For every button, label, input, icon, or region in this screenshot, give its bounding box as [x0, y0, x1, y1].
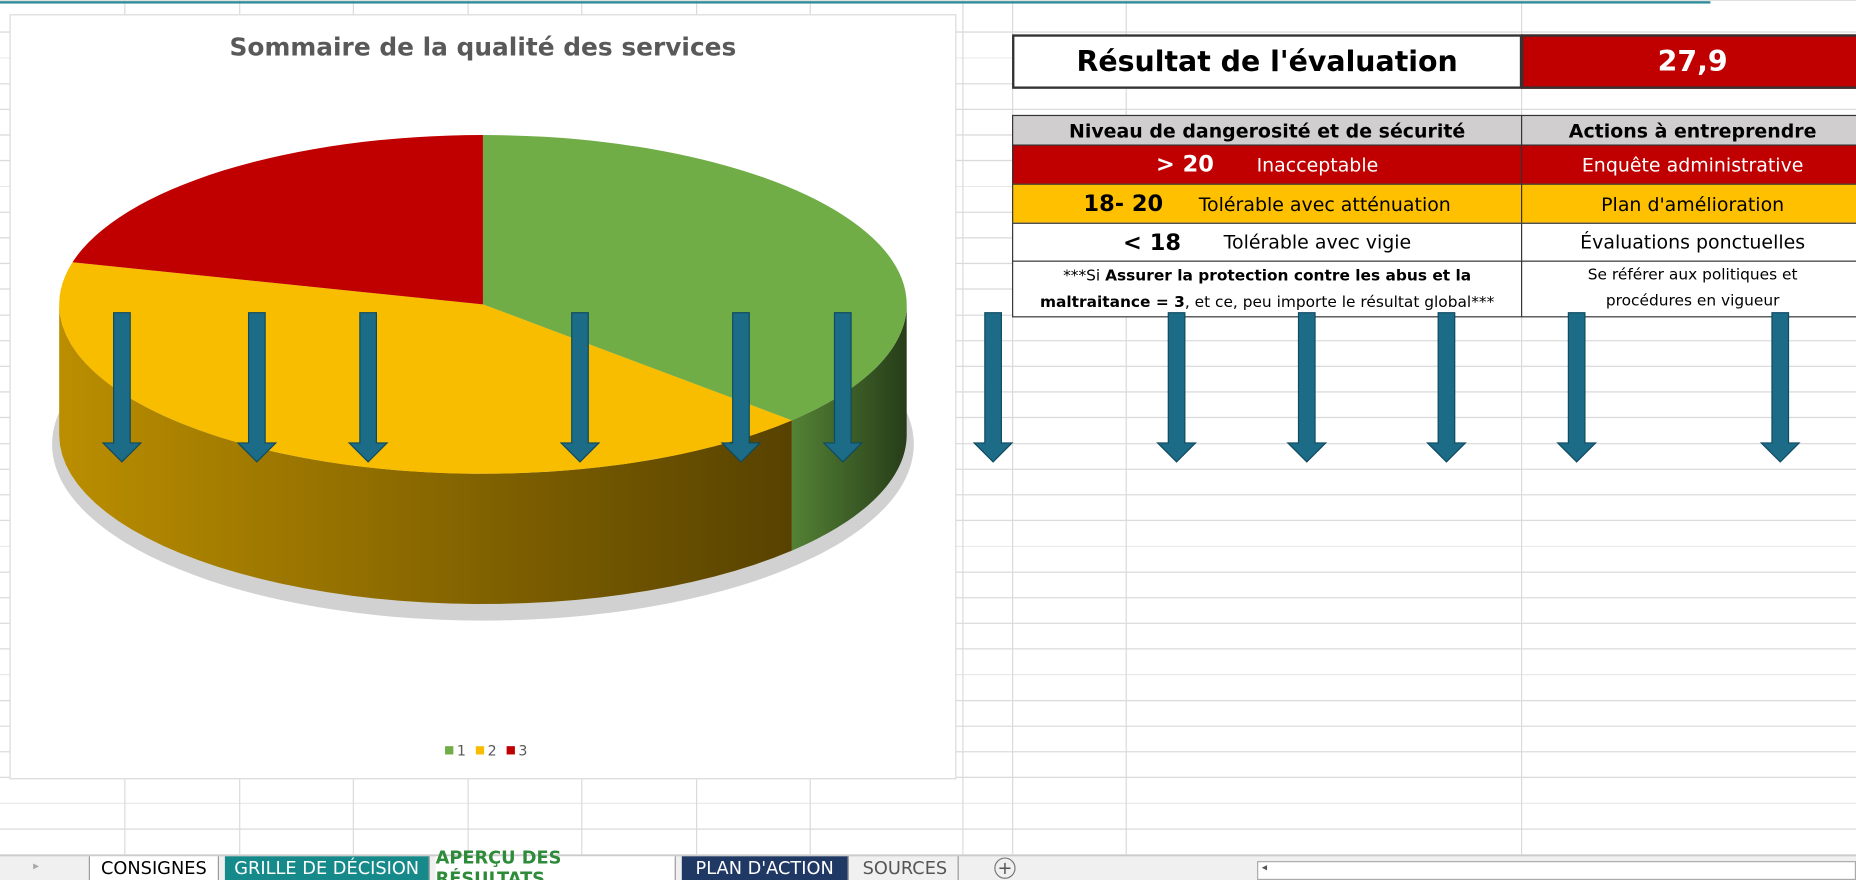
level-range: > 20: [1155, 151, 1214, 178]
sheet-tab[interactable]: GRILLE DE DÉCISION: [224, 856, 430, 880]
action: Plan d'amélioration: [1521, 183, 1856, 224]
top-rule: [0, 1, 1711, 4]
level-range: 18- 20: [1083, 190, 1164, 217]
pie-slice: [59, 262, 792, 474]
column-line: [962, 0, 964, 856]
sheet-tab[interactable]: CONSIGNES: [88, 856, 219, 880]
arrow: [720, 312, 762, 463]
level-description: Tolérable avec vigie: [1223, 230, 1412, 254]
legend-swatch: [475, 746, 485, 755]
level-row: < 18 Tolérable avec vigie: [1012, 222, 1523, 262]
arrow: [101, 312, 143, 463]
legend-label: 1: [457, 744, 466, 760]
column-line: [1012, 0, 1014, 856]
result-score: 27,9: [1521, 34, 1856, 89]
arrow: [1556, 312, 1598, 463]
arrow: [559, 312, 601, 463]
horizontal-scrollbar[interactable]: ◂: [1257, 861, 1856, 880]
arrow: [1286, 312, 1328, 463]
arrow: [1426, 312, 1467, 463]
chart-title: Sommaire de la qualité des services: [230, 33, 737, 62]
note: ***Si Assurer la protection contre les a…: [1012, 260, 1523, 318]
level-row: 18- 20 Tolérable avec atténuation: [1012, 183, 1523, 224]
arrow: [972, 312, 1014, 463]
arrow: [1156, 312, 1197, 463]
note-text: , et ce, peu importe le résultat global*…: [1184, 293, 1495, 312]
pie-slice: [482, 135, 907, 421]
sheet-tab[interactable]: SOURCES: [852, 856, 959, 880]
arrow: [347, 312, 389, 463]
legend-label: 3: [518, 744, 527, 760]
pie-slice-side: [59, 304, 792, 605]
action: Évaluations ponctuelles: [1521, 222, 1856, 262]
table-header: Niveau de dangerosité et de sécurité: [1012, 114, 1523, 146]
legend-label: 2: [488, 744, 497, 760]
arrow: [1759, 312, 1801, 463]
level-description: Inacceptable: [1256, 153, 1379, 176]
pie-slice: [72, 135, 483, 305]
column-line: [1125, 0, 1127, 856]
level-range: < 18: [1123, 229, 1182, 256]
level-description: Tolérable avec atténuation: [1198, 192, 1451, 215]
legend-swatch: [506, 746, 515, 755]
note-action: Se référer aux politiques et procédures …: [1521, 260, 1856, 318]
table-header: Actions à entreprendre: [1521, 114, 1856, 146]
legend-swatch: [445, 746, 454, 755]
column-line: [1521, 0, 1523, 856]
tab-scroll[interactable]: ▸: [33, 859, 40, 873]
sheet-tab[interactable]: PLAN D'ACTION: [681, 856, 849, 880]
add-sheet[interactable]: +: [994, 857, 1016, 879]
result-label: Résultat de l'évaluation: [1012, 34, 1523, 89]
arrow: [822, 312, 864, 463]
note-text: ***Si: [1063, 267, 1106, 286]
sheet-tab[interactable]: APERÇU DES RÉSULTATS: [435, 847, 676, 880]
note-bold: Assurer la protection contre les abus et…: [1039, 267, 1472, 312]
arrow: [236, 312, 278, 463]
